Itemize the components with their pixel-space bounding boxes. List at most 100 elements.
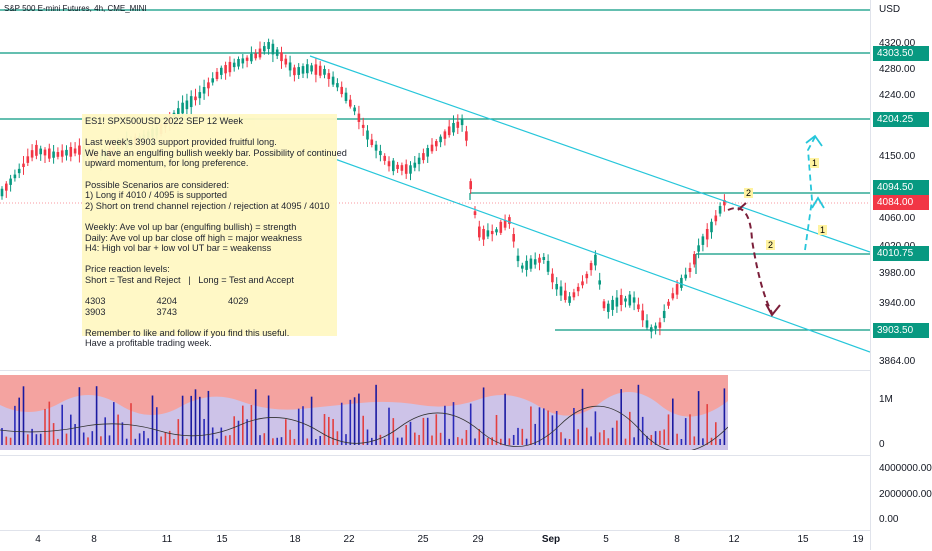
time-label: 15 <box>797 534 809 545</box>
volume-label: 1M <box>879 394 893 405</box>
volume-panel <box>0 375 729 453</box>
volume-bar <box>388 407 390 445</box>
volume-bar <box>328 416 330 445</box>
volume-bar <box>100 436 102 445</box>
volume-bar <box>491 437 493 445</box>
candle-body <box>228 61 232 73</box>
volume-bar <box>500 438 502 445</box>
volume-bar <box>125 438 128 445</box>
candle-body <box>387 161 391 167</box>
volume-bar <box>667 414 670 445</box>
volume-bar <box>246 419 248 445</box>
candle-body <box>697 245 700 252</box>
volume-bar <box>405 425 407 445</box>
volume-bar <box>435 414 438 445</box>
volume-bar <box>375 384 377 445</box>
volume-bar <box>487 437 489 445</box>
note-line: ES1! SPX500USD 2022 SEP 12 Week <box>85 116 243 126</box>
volume-bar <box>358 393 360 445</box>
note-line <box>85 211 334 222</box>
volume-bar <box>108 435 111 445</box>
candle-body <box>714 215 718 222</box>
candle-body <box>490 231 494 235</box>
candle-body <box>650 327 653 332</box>
candle-body <box>675 284 679 295</box>
candle-body <box>340 86 343 95</box>
analysis-note[interactable]: ES1! SPX500USD 2022 SEP 12 Week Last week… <box>82 114 347 348</box>
scenario-short-start <box>737 202 747 211</box>
price-axis[interactable]: USD 4320.00 4280.00 4240.00 4150.00 4060… <box>870 0 932 550</box>
candle-body <box>533 259 537 265</box>
candle-body <box>693 254 696 265</box>
volume-bar <box>242 405 244 445</box>
candle-body <box>288 62 292 71</box>
volume-bar <box>508 438 511 445</box>
note-line: Daily: Ave vol up bar close off high = m… <box>85 232 302 243</box>
volume-bar <box>220 427 223 445</box>
volume-bar <box>590 436 592 445</box>
volume-bar <box>319 436 321 445</box>
volume-bar <box>160 436 162 445</box>
volume-bar <box>362 415 364 445</box>
time-axis[interactable]: 4 8 11 15 18 22 25 29 Sep 5 8 12 15 19 <box>0 530 870 551</box>
candle-body <box>538 257 541 263</box>
volume-bar <box>521 428 524 445</box>
time-label: 12 <box>728 534 740 545</box>
price-chart-canvas[interactable] <box>0 0 870 530</box>
candle-body <box>250 53 253 62</box>
candle-body <box>551 273 554 283</box>
candle-body <box>52 151 55 158</box>
volume-bar <box>396 437 399 445</box>
volume-bar <box>581 388 584 445</box>
candle-body <box>185 100 189 110</box>
volume-bar <box>138 433 141 445</box>
candle-body <box>404 164 408 174</box>
candle-body <box>624 298 627 302</box>
candle-body <box>602 301 606 309</box>
volume-bar <box>302 406 304 445</box>
note-line <box>85 254 334 265</box>
volume-bar <box>538 407 541 445</box>
candle-body <box>435 141 438 147</box>
volume-bar <box>418 434 420 445</box>
candle-body <box>460 118 464 126</box>
candle-body <box>611 299 614 310</box>
candle-body <box>331 76 335 85</box>
candle-body <box>641 310 644 321</box>
candle-body <box>314 64 318 75</box>
indicator-label: 2000000.00 <box>879 489 932 500</box>
volume-bar <box>39 433 42 445</box>
volume-bar <box>611 427 614 445</box>
candle-body <box>65 149 68 156</box>
volume-bar <box>637 384 640 445</box>
note-line: 1) Long if 4010 / 4095 is supported <box>85 190 227 201</box>
candle-body <box>379 150 382 156</box>
volume-bar <box>9 437 12 445</box>
volume-bar <box>676 433 678 445</box>
candle-body <box>383 155 386 161</box>
volume-bar <box>203 418 205 445</box>
indicator-label: 4000000.00 <box>879 463 932 474</box>
candle-body <box>422 153 425 161</box>
chart-area[interactable]: S&P 500 E-mini Futures, 4h, CME_MINI ES1… <box>0 0 870 530</box>
volume-bar <box>349 399 352 445</box>
note-line <box>85 317 334 328</box>
candle-body <box>559 286 563 296</box>
candle-body <box>60 150 64 157</box>
level-tag-4303: 4303.50 <box>873 46 929 61</box>
volume-bar <box>229 435 231 445</box>
candle-body <box>430 144 434 152</box>
currency-label: USD <box>879 4 901 15</box>
scenario-1-marker-b: 1 <box>818 225 828 235</box>
price-label: 4150.00 <box>879 151 916 162</box>
candle-body <box>78 145 81 155</box>
volume-bar <box>663 429 665 445</box>
candle-body <box>26 156 30 163</box>
candle-body <box>232 62 236 68</box>
volume-bar <box>14 405 16 445</box>
note-line <box>85 286 334 297</box>
candle-body <box>310 65 313 72</box>
candle-body <box>619 295 623 305</box>
volume-bar <box>633 437 635 445</box>
note-line: Remember to like and follow if you find … <box>85 327 290 338</box>
